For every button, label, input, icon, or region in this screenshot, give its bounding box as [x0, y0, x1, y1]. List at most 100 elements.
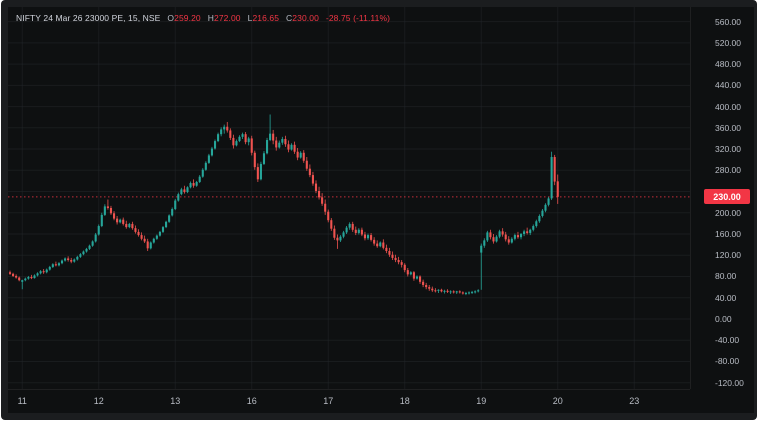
candle-up — [94, 234, 97, 242]
candle-up — [532, 226, 535, 230]
candle-up — [165, 221, 168, 228]
candle-down — [507, 239, 510, 243]
candle-down — [137, 231, 140, 236]
candle-up — [437, 289, 440, 291]
candle-down — [253, 152, 256, 168]
time-axis-label: 13 — [170, 396, 181, 406]
ohlc-letter: H — [207, 13, 214, 23]
candle-up — [357, 229, 360, 233]
candle-down — [232, 137, 235, 146]
candle-down — [15, 275, 18, 278]
candle-down — [418, 276, 422, 282]
candle-up — [21, 280, 24, 282]
candle-down — [385, 247, 388, 252]
candle-up — [97, 226, 100, 235]
candle-up — [443, 290, 446, 292]
ohlc-value: 216.65 — [252, 13, 280, 23]
candlestick-chart[interactable] — [8, 7, 690, 389]
candle-up — [519, 234, 523, 238]
candle-up — [128, 223, 131, 228]
candle-down — [324, 203, 327, 212]
candle-up — [223, 126, 226, 130]
candle-up — [207, 155, 210, 163]
candle-down — [67, 258, 70, 261]
candle-up — [103, 206, 106, 215]
candle-down — [311, 175, 314, 184]
candle-down — [376, 243, 379, 247]
candle-down — [302, 152, 305, 161]
symbol-header: NIFTY 24 Mar 26 23000 PE, 15, NSE O259.20… — [16, 13, 390, 25]
candle-down — [183, 189, 186, 193]
candle-down — [391, 254, 394, 258]
candle-up — [152, 238, 155, 243]
candle-up — [241, 134, 244, 137]
candle-down — [553, 157, 556, 182]
candle-up — [201, 169, 204, 177]
time-axis[interactable]: 11 12 13 16 17 18 19 20 23 — [8, 389, 690, 413]
candle-up — [57, 263, 61, 266]
candle-down — [388, 251, 391, 255]
candle-up — [88, 245, 91, 249]
candle-down — [244, 134, 247, 143]
candle-up — [471, 291, 474, 293]
candle-up — [186, 187, 189, 193]
candle-down — [8, 272, 12, 274]
candle-down — [489, 232, 492, 238]
candle-down — [143, 238, 146, 242]
price-axis-label: 560.00 — [715, 16, 741, 27]
price-axis[interactable]: 230.00 560.00 520.00 480.00 440.00 400.00 360… — [690, 7, 754, 389]
price-axis-label: 440.00 — [715, 80, 741, 91]
candle-down — [30, 277, 33, 279]
candle-up — [60, 260, 64, 264]
price-axis-label: 280.00 — [715, 165, 741, 176]
candle-up — [480, 245, 483, 253]
chart-plot-area[interactable] — [8, 7, 690, 389]
candle-down — [272, 133, 275, 141]
time-axis-label: 16 — [246, 396, 257, 406]
candle-down — [226, 126, 229, 131]
candle-down — [336, 237, 339, 241]
candle-up — [455, 291, 458, 293]
candle-up — [259, 163, 262, 180]
candle-up — [180, 189, 183, 195]
candle-down — [428, 287, 431, 289]
candle-down — [458, 291, 461, 293]
candle-down — [370, 235, 373, 240]
time-axis-label: 20 — [552, 396, 563, 406]
candle-up — [495, 236, 498, 242]
price-axis-label: -120.00 — [715, 377, 744, 388]
candle-down — [12, 273, 15, 276]
candle-down — [125, 223, 128, 228]
candle-up — [474, 291, 477, 293]
candle-up — [541, 210, 544, 216]
candle-down — [229, 130, 232, 138]
candle-down — [382, 242, 385, 248]
candle-down — [556, 181, 559, 197]
candle-up — [299, 152, 302, 158]
candle-down — [192, 183, 195, 186]
candle-up — [204, 162, 207, 170]
candle-up — [213, 141, 217, 149]
candle-up — [168, 215, 171, 222]
candle-down — [516, 235, 520, 238]
time-axis-label: 17 — [323, 396, 334, 406]
candle-up — [529, 229, 532, 233]
candle-up — [82, 251, 85, 255]
candle-down — [422, 281, 425, 285]
ohlc-letter: L — [247, 13, 253, 23]
candle-down — [106, 206, 109, 208]
time-axis-label: 12 — [93, 396, 104, 406]
candle-up — [290, 144, 293, 150]
candle-down — [112, 213, 116, 219]
candle-up — [149, 242, 152, 249]
candle-down — [526, 231, 529, 233]
candle-down — [446, 290, 449, 292]
candle-down — [250, 138, 253, 153]
price-axis-label: 160.00 — [715, 229, 741, 239]
candle-up — [210, 148, 214, 156]
ohlc-value: 272.00 — [214, 13, 241, 23]
ohlc-letter: C — [286, 13, 293, 23]
candle-down — [321, 197, 324, 204]
candle-up — [510, 238, 513, 243]
candle-down — [54, 264, 57, 266]
